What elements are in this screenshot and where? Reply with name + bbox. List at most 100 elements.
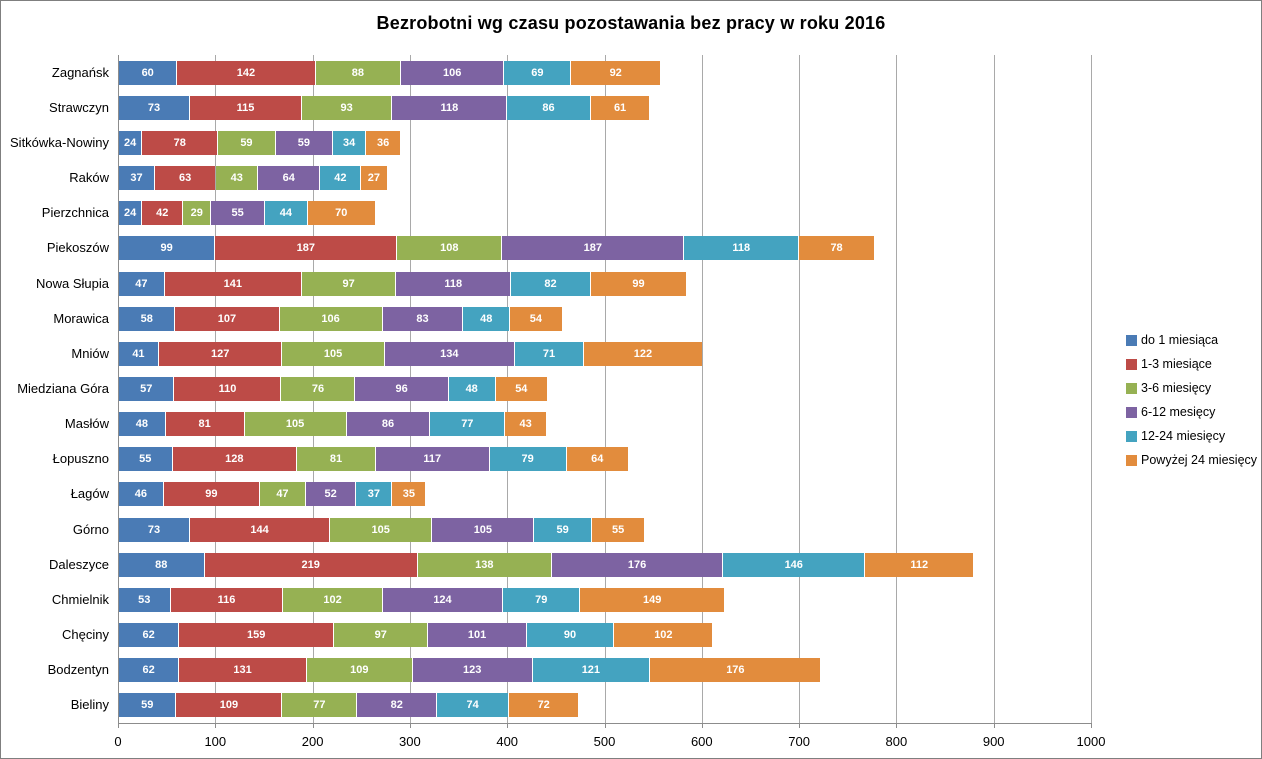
x-tick-mark [799, 723, 801, 728]
bar-segment: 149 [580, 587, 725, 612]
bar-segment: 77 [430, 412, 505, 437]
bar-value-label: 59 [240, 136, 253, 149]
bar-value-label: 77 [461, 418, 474, 431]
bar-value-label: 97 [342, 277, 355, 290]
x-tick-label: 1000 [1076, 734, 1106, 749]
bar-value-label: 131 [233, 664, 252, 677]
bar-value-label: 105 [473, 523, 493, 536]
bar-value-label: 187 [583, 242, 602, 255]
bar-segment: 99 [590, 271, 687, 296]
bar-segment: 219 [204, 552, 417, 577]
bar-value-label: 110 [218, 383, 237, 395]
bar-value-label: 102 [654, 629, 673, 642]
x-tick-mark [896, 723, 898, 728]
bar-value-label: 64 [282, 172, 295, 185]
bar-value-label: 60 [141, 66, 154, 79]
bar-value-label: 127 [210, 347, 230, 360]
gridline [799, 55, 801, 723]
bar-value-label: 141 [223, 277, 242, 290]
legend-item: 3-6 miesięcy [1126, 376, 1257, 400]
bar-segment: 43 [216, 166, 258, 191]
bar-value-label: 53 [138, 593, 151, 606]
bar-segment: 36 [366, 130, 401, 155]
category-label: Strawczyn [49, 99, 109, 115]
bar-segment: 144 [190, 517, 330, 542]
bar-segment: 131 [179, 658, 306, 683]
bar-segment: 110 [174, 377, 281, 401]
bar-value-label: 176 [726, 664, 745, 677]
x-tick-label: 300 [399, 734, 421, 749]
legend-swatch [1126, 406, 1137, 418]
bar-segment: 41 [119, 341, 158, 366]
bar-segment: 82 [511, 271, 590, 296]
category-label: Łagów [70, 486, 109, 502]
legend-label: 6-12 mesięcy [1141, 405, 1216, 419]
category-label: Bodzentyn [47, 662, 109, 678]
bar-value-label: 96 [395, 383, 408, 395]
bar-value-label: 41 [132, 347, 145, 360]
bar-segment: 127 [158, 341, 282, 366]
bar-segment: 86 [346, 412, 430, 437]
bar-segment: 74 [437, 693, 509, 718]
bar-segment: 81 [165, 412, 244, 437]
bar-segment: 122 [584, 341, 702, 366]
x-tick-label: 400 [496, 734, 519, 749]
x-tick-label: 0 [114, 734, 122, 749]
bar-value-label: 109 [219, 699, 239, 712]
bar-segment: 102 [283, 587, 382, 612]
bar-segment: 99 [163, 482, 260, 507]
bar-segment: 61 [590, 95, 650, 120]
bar-segment: 123 [412, 658, 532, 683]
bar-segment: 69 [504, 60, 571, 85]
bar-value-label: 72 [537, 699, 550, 712]
x-tick-mark [215, 723, 217, 728]
category-label: Daleszyce [49, 556, 109, 572]
bar-value-label: 48 [465, 383, 478, 395]
gridline [701, 55, 703, 723]
category-label: Łopuszno [52, 451, 109, 467]
x-tick-label: 800 [885, 734, 908, 749]
bar-value-label: 105 [285, 418, 305, 431]
bar-value-label: 118 [440, 101, 459, 114]
bar-value-label: 47 [276, 488, 289, 501]
bar-segment: 58 [119, 306, 175, 331]
category-label: Nowa Słupia [36, 275, 109, 291]
bar-value-label: 79 [521, 453, 534, 466]
bar-segment: 64 [258, 166, 320, 191]
bar-value-label: 102 [323, 593, 342, 606]
bar-segment: 88 [119, 552, 204, 577]
bar-value-label: 142 [236, 66, 256, 79]
bar-value-label: 81 [198, 418, 211, 431]
bar-segment: 37 [356, 482, 392, 507]
bar-value-label: 219 [301, 558, 320, 571]
bar-value-label: 43 [519, 418, 532, 431]
bar-segment: 141 [164, 271, 301, 296]
category-label: Górno [72, 521, 109, 537]
bar-segment: 48 [463, 306, 510, 331]
bar-segment: 73 [119, 95, 190, 120]
bar-segment: 52 [305, 482, 356, 507]
category-label: Miedziana Góra [17, 381, 109, 396]
bar-value-label: 55 [612, 523, 625, 536]
bar-segment: 42 [142, 201, 183, 226]
category-label: Raków [69, 170, 109, 186]
bar-segment: 108 [397, 236, 502, 261]
x-tick-label: 100 [204, 734, 227, 749]
bar-segment: 106 [279, 306, 382, 331]
bar-value-label: 42 [334, 172, 347, 185]
bar-value-label: 69 [531, 66, 544, 79]
bar-value-label: 107 [217, 312, 237, 325]
x-tick-mark [118, 723, 119, 728]
bar-segment: 64 [566, 447, 628, 472]
legend-swatch [1126, 358, 1137, 370]
bar-value-label: 54 [529, 312, 543, 325]
bar-segment: 79 [489, 447, 566, 472]
bar-segment: 142 [177, 60, 315, 85]
category-label: Morawica [53, 310, 109, 326]
category-label: Chmielnik [51, 591, 109, 607]
bar-value-label: 54 [515, 383, 528, 395]
bar-value-label: 78 [830, 242, 843, 255]
bar-segment: 59 [534, 517, 591, 542]
bar-value-label: 64 [591, 453, 604, 466]
bar-segment: 105 [282, 341, 384, 366]
